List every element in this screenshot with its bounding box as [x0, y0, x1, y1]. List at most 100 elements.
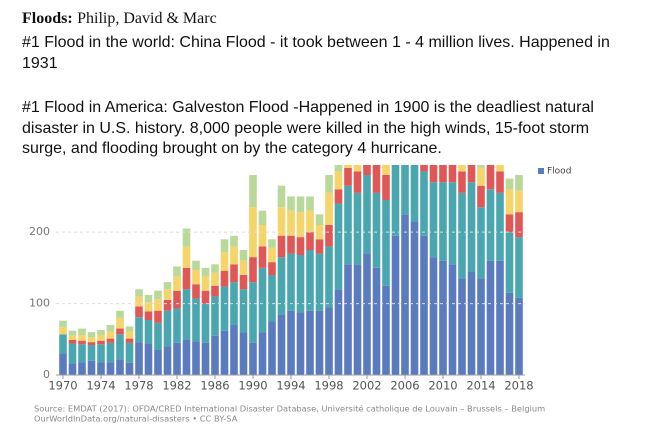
- bar-segment: [496, 154, 504, 158]
- bar-segment: [410, 221, 419, 375]
- bar-segment: [144, 311, 153, 320]
- plot-area: [59, 104, 523, 375]
- bar-segment: [325, 307, 333, 375]
- bar-segment: [420, 235, 428, 375]
- bar-segment: [268, 239, 276, 248]
- bar-segment: [382, 175, 390, 200]
- bar-segment: [363, 175, 371, 254]
- bar-segment: [144, 295, 153, 303]
- bar-segment: [268, 262, 276, 275]
- bar-segment: [315, 225, 324, 240]
- bar-segment: [106, 338, 115, 343]
- heading: Floods: Philip, David & Marc: [22, 9, 632, 30]
- bar-segment: [372, 192, 381, 268]
- bar-segment: [486, 260, 495, 375]
- bar-segment: [296, 255, 305, 313]
- bar-segment: [78, 362, 86, 375]
- bar-segment: [277, 207, 286, 236]
- bar-segment: [477, 278, 485, 375]
- bar-segment: [420, 139, 428, 143]
- bar-segment: [211, 264, 219, 273]
- heading-label: Floods:: [22, 10, 73, 27]
- bar-segment: [429, 257, 438, 375]
- bar-segment: [249, 175, 257, 208]
- bar-segment: [449, 150, 457, 161]
- bar-segment: [411, 104, 419, 111]
- bar-segment: [239, 275, 248, 290]
- bar-segment: [182, 339, 191, 375]
- x-tick-label: 2010: [428, 379, 457, 393]
- bar-segment: [201, 267, 210, 277]
- bar-segment: [97, 362, 105, 375]
- x-tick-label: 1970: [48, 379, 77, 393]
- bar-segment: [211, 296, 219, 336]
- bar-segment: [429, 165, 438, 183]
- bar-segment: [97, 340, 105, 345]
- bar-segment: [87, 360, 96, 375]
- bar-segment: [392, 136, 400, 157]
- bar-segment: [363, 136, 371, 150]
- bar-segment: [458, 171, 466, 193]
- bar-segment: [401, 165, 409, 215]
- bar-segment: [382, 165, 390, 175]
- bar-segment: [144, 302, 153, 312]
- bar-segment: [201, 290, 210, 304]
- bar-segment: [68, 340, 77, 344]
- bar-segment: [154, 299, 162, 311]
- bar-segment: [353, 192, 362, 265]
- bar-segment: [496, 192, 504, 261]
- bar-segment: [87, 332, 96, 338]
- x-tick-label: 2006: [390, 379, 419, 393]
- bar-segment: [458, 192, 466, 279]
- bar-segment: [458, 278, 466, 375]
- bar-segment: [192, 270, 200, 285]
- bar-segment: [353, 165, 362, 172]
- bar-segment: [78, 335, 86, 341]
- bar-segment: [363, 125, 371, 136]
- bar-segment: [258, 246, 267, 268]
- bar-segment: [287, 253, 295, 311]
- paragraph: #1 Flood in the world: China Flood - it …: [22, 34, 610, 72]
- bar-segment: [258, 210, 267, 225]
- bar-segment: [258, 267, 267, 333]
- bar-segment: [448, 165, 457, 183]
- bar-segment: [486, 165, 495, 190]
- bar-segment: [401, 107, 409, 118]
- bar-segment: [249, 282, 257, 343]
- bar-segment: [116, 310, 124, 318]
- bar-segment: [220, 239, 229, 253]
- x-tick-label: 1990: [238, 379, 267, 393]
- bar-segment: [173, 342, 181, 375]
- bar-segment: [135, 289, 143, 297]
- bar-segment: [334, 171, 343, 190]
- bar-segment: [401, 214, 409, 375]
- source: OurWorldInData.org/natural-disasters • C…: [34, 414, 238, 424]
- bar-segment: [325, 175, 333, 193]
- bar-segment: [68, 335, 77, 340]
- bar-segment: [439, 260, 447, 375]
- bar-segment: [125, 338, 134, 343]
- bar-segment: [192, 284, 200, 299]
- bar-segment: [306, 250, 314, 311]
- bar-segment: [163, 300, 172, 311]
- bar-segment: [173, 308, 181, 343]
- bar-segment: [154, 310, 162, 323]
- bar-segment: [220, 270, 229, 287]
- bar-segment: [344, 139, 352, 150]
- bar-segment: [287, 235, 295, 254]
- bar-segment: [154, 350, 162, 375]
- bar-segment: [477, 207, 485, 279]
- bar-segment: [372, 267, 381, 375]
- bar-segment: [458, 154, 466, 158]
- bar-segment: [173, 266, 181, 277]
- bar-segment: [391, 165, 400, 236]
- bar-segment: [477, 165, 485, 168]
- bar-segment: [325, 192, 333, 225]
- bar-segment: [163, 310, 172, 347]
- bar-segment: [334, 189, 343, 204]
- bar-segment: [135, 306, 143, 318]
- bar-segment: [182, 246, 191, 268]
- paragraph: #1 Flood in America: Galveston Flood -Ha…: [22, 99, 594, 157]
- bar-segment: [449, 146, 457, 150]
- bar-segment: [201, 303, 210, 343]
